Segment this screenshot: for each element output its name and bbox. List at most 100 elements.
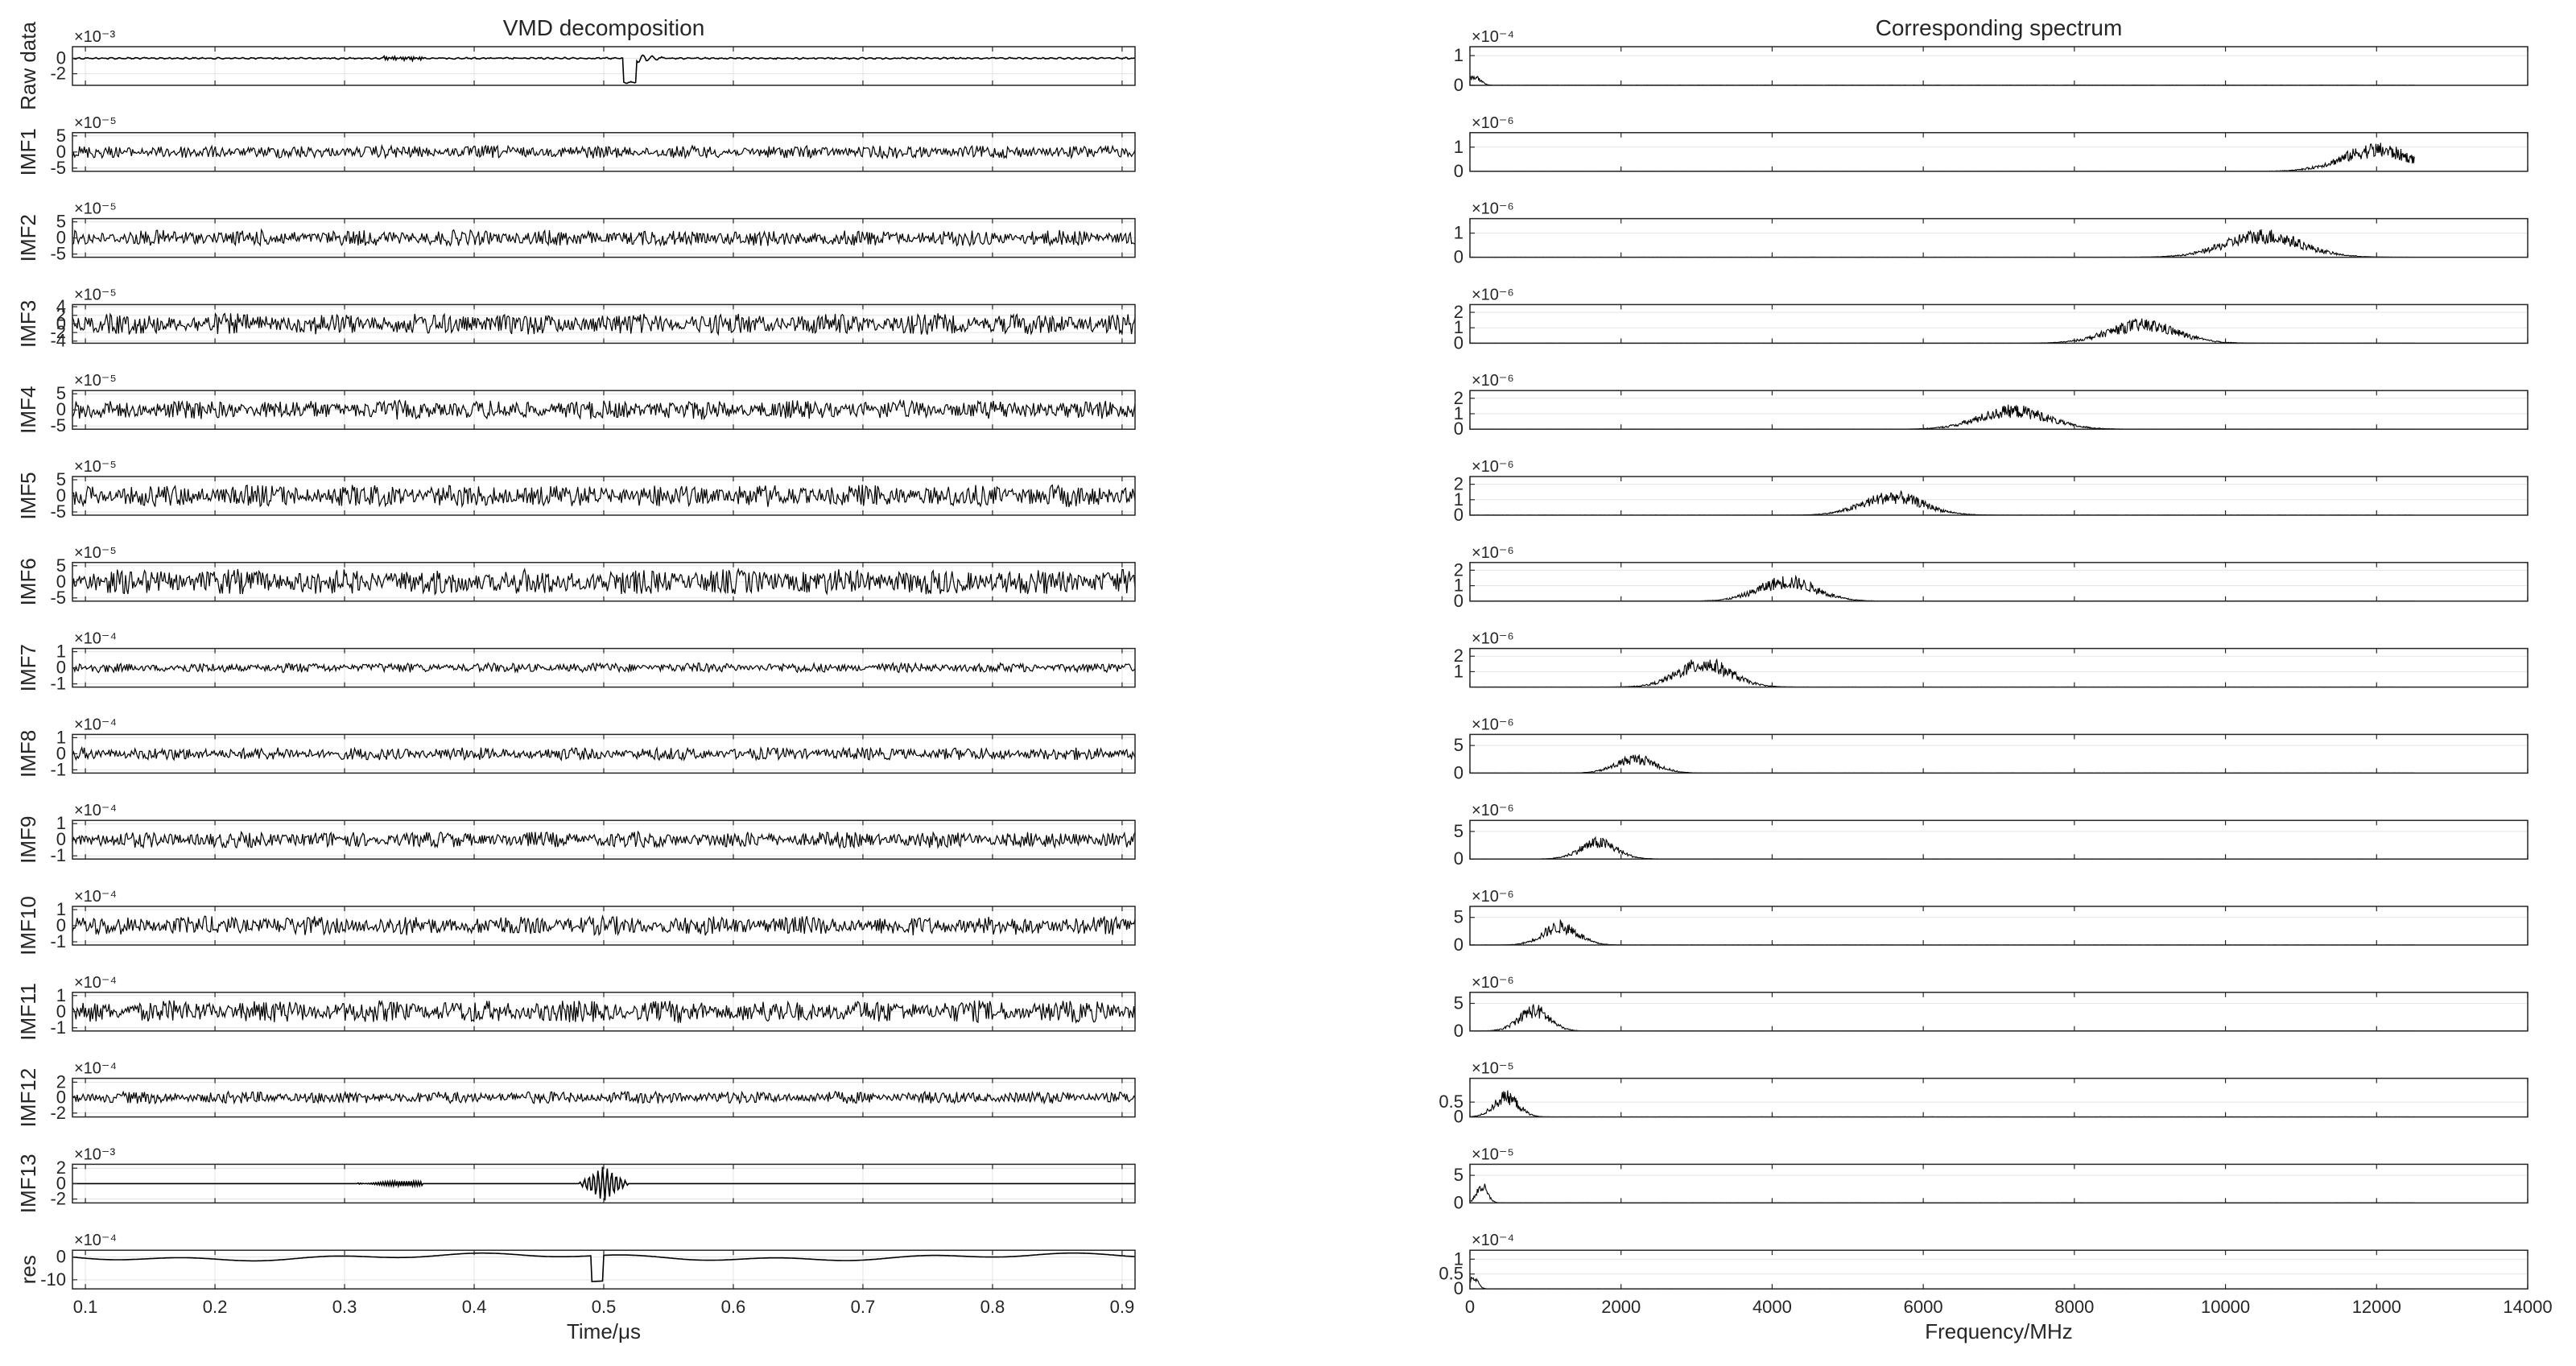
y-tick-label: 0 bbox=[56, 1001, 66, 1021]
exponent-label: ×10⁻⁴ bbox=[1472, 28, 1514, 46]
signal-line bbox=[72, 1252, 1136, 1282]
series-label: IMF5 bbox=[16, 472, 40, 519]
spectrum-subplot-8: 21 ×10⁻⁶ bbox=[1454, 630, 2529, 688]
y-tick-label: -4 bbox=[50, 331, 66, 351]
axes-box bbox=[1469, 46, 2529, 86]
y-tick-label: 0 bbox=[56, 658, 66, 678]
y-tick-label: 0.5 bbox=[1439, 1092, 1463, 1112]
y-tick-label: 0 bbox=[1454, 935, 1463, 955]
left-subplot-imf3: 420-2-4 ×10⁻⁵ IMF3 bbox=[16, 286, 1136, 351]
axes-box bbox=[1469, 733, 2529, 774]
y-tick-label: 5 bbox=[56, 383, 66, 403]
y-tick-label: 0 bbox=[1454, 505, 1463, 525]
signal-line bbox=[72, 567, 1136, 596]
y-tick-label: -2 bbox=[50, 1189, 66, 1209]
exponent-label: ×10⁻⁶ bbox=[1472, 200, 1514, 218]
exponent-label: ×10⁻⁶ bbox=[1472, 716, 1514, 733]
spectrum-subplot-7: 210 ×10⁻⁶ bbox=[1454, 544, 2529, 611]
exponent-label: ×10⁻⁵ bbox=[74, 200, 117, 218]
y-tick-label: 1 bbox=[1454, 403, 1463, 423]
y-tick-label: -10 bbox=[40, 1269, 66, 1290]
y-tick-label: 0 bbox=[56, 743, 66, 763]
x-tick-label: 4000 bbox=[1752, 1297, 1792, 1317]
left-subplot-imf7: 10-1 ×10⁻⁴ IMF7 bbox=[16, 630, 1136, 694]
y-tick-label: 0 bbox=[56, 485, 66, 506]
y-tick-label: -5 bbox=[50, 415, 66, 435]
x-tick-label: 14000 bbox=[2503, 1297, 2552, 1317]
exponent-label: ×10⁻⁵ bbox=[1472, 1060, 1514, 1078]
left-subplot-imf10: 10-1 ×10⁻⁴ IMF10 bbox=[16, 888, 1136, 955]
x-axis-label: Frequency/MHz bbox=[1925, 1319, 2073, 1343]
left-subplot-imf6: 50-5 ×10⁻⁵ IMF6 bbox=[16, 544, 1136, 608]
y-tick-label: 5 bbox=[1454, 735, 1463, 755]
series-label: IMF2 bbox=[16, 214, 40, 262]
y-tick-label: 0 bbox=[56, 47, 66, 68]
series-label: IMF13 bbox=[16, 1154, 40, 1214]
signal-line bbox=[72, 228, 1136, 247]
y-tick-label: 0.5 bbox=[1439, 1264, 1463, 1284]
x-tick-label: 0 bbox=[1465, 1297, 1475, 1317]
axes-box bbox=[1469, 992, 2529, 1032]
exponent-label: ×10⁻⁶ bbox=[1472, 630, 1514, 648]
axes-box bbox=[1469, 906, 2529, 946]
y-tick-label: 1 bbox=[1454, 489, 1463, 510]
left-subplot-imf12: 20-2 ×10⁻⁴ IMF12 bbox=[16, 1060, 1136, 1127]
left-subplot-imf13: 20-2 ×10⁻³ IMF13 bbox=[16, 1145, 1136, 1214]
spectrum-subplot-9: 5 0 ×10⁻⁶ bbox=[1454, 716, 2529, 782]
left-subplot-imf5: 50-5 ×10⁻⁵ IMF5 bbox=[16, 458, 1136, 522]
y-tick-label: 2 bbox=[56, 1071, 66, 1092]
spectrum-subplot-4: 210 ×10⁻⁶ bbox=[1454, 286, 2529, 353]
y-tick-label: 2 bbox=[1454, 302, 1463, 322]
series-label: IMF7 bbox=[16, 644, 40, 691]
exponent-label: ×10⁻⁴ bbox=[74, 974, 117, 992]
series-label: IMF6 bbox=[16, 558, 40, 605]
y-tick-label: -1 bbox=[50, 759, 66, 779]
y-tick-label: 1 bbox=[1454, 223, 1463, 243]
spectrum-subplot-2: 1 0 ×10⁻⁶ bbox=[1454, 114, 2529, 181]
y-tick-label: -1 bbox=[50, 845, 66, 865]
signal-line bbox=[72, 1000, 1136, 1024]
axes-box bbox=[1469, 1249, 2529, 1290]
x-tick-label: 0.6 bbox=[721, 1297, 746, 1317]
x-tick-label: 0.8 bbox=[980, 1297, 1005, 1317]
corresponding-spectrum-chart: Corresponding spectrum10×10⁻⁴10×10⁻⁶10×1… bbox=[1439, 15, 2552, 1343]
exponent-label: ×10⁻⁵ bbox=[74, 114, 117, 132]
left-subplot-res: 0-10 ×10⁻⁴ res 0.1 0.2 0.3 0.4 0.5 0.6 0.7 0.8 0.9 T… bbox=[16, 1232, 1136, 1343]
exponent-label: ×10⁻⁵ bbox=[1472, 1145, 1514, 1163]
axes-box bbox=[1469, 647, 2529, 688]
y-tick-label: -1 bbox=[50, 1017, 66, 1038]
y-tick-label: 0 bbox=[1454, 332, 1463, 353]
y-tick-label: 0 bbox=[1454, 161, 1463, 181]
series-label: res bbox=[16, 1255, 40, 1284]
exponent-label: ×10⁻⁴ bbox=[74, 888, 117, 906]
exponent-label: ×10⁻⁶ bbox=[1472, 286, 1514, 303]
axes-box bbox=[1469, 390, 2529, 430]
exponent-label: ×10⁻⁴ bbox=[74, 716, 117, 733]
y-tick-label: 0 bbox=[1454, 75, 1463, 95]
x-tick-label: 8000 bbox=[2054, 1297, 2094, 1317]
x-tick-label: 0.9 bbox=[1110, 1297, 1135, 1317]
axes-box bbox=[1469, 1077, 2529, 1118]
x-tick-label: 6000 bbox=[1904, 1297, 1943, 1317]
series-label: IMF4 bbox=[16, 386, 40, 434]
spectrum-subplot-1: 1 0 ×10⁻⁴ bbox=[1454, 28, 2529, 95]
y-tick-label: -5 bbox=[50, 244, 66, 264]
exponent-label: ×10⁻⁴ bbox=[74, 1060, 117, 1078]
axes-box bbox=[1469, 819, 2529, 860]
y-tick-label: 2 bbox=[56, 1158, 66, 1178]
y-tick-label: 1 bbox=[56, 813, 66, 833]
y-tick-label: 0 bbox=[1454, 1107, 1463, 1127]
y-tick-label: -2 bbox=[50, 1103, 66, 1123]
exponent-label: ×10⁻⁵ bbox=[74, 458, 117, 476]
y-tick-label: 0 bbox=[56, 829, 66, 849]
y-tick-label: -2 bbox=[50, 64, 66, 84]
x-tick-label: 0.7 bbox=[851, 1297, 876, 1317]
y-tick-label: 0 bbox=[56, 572, 66, 592]
x-axis-label: Time/μs bbox=[567, 1319, 641, 1343]
y-tick-label: 1 bbox=[56, 899, 66, 919]
exponent-label: ×10⁻⁶ bbox=[1472, 372, 1514, 390]
exponent-label: ×10⁻⁶ bbox=[1472, 888, 1514, 906]
y-tick-label: 5 bbox=[1454, 993, 1463, 1013]
x-tick-label: 0.5 bbox=[592, 1297, 617, 1317]
y-tick-label: 0 bbox=[56, 1247, 66, 1267]
